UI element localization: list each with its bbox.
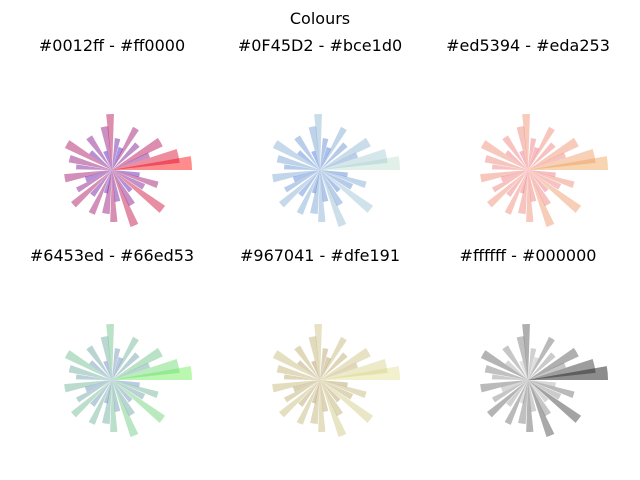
polar-chart-5: #967041 - #dfe191: [240, 246, 400, 437]
polar-chart-2: #0F45D2 - #bce1d0: [238, 36, 402, 227]
polar-chart-4: #6453ed - #66ed53: [30, 246, 194, 437]
panels: #0012ff - #ff0000 #0F45D2 - #bce1d0 #ed539…: [30, 36, 610, 437]
polar-chart-3: #ed5394 - #eda253: [446, 36, 610, 227]
chart-title: #ed5394 - #eda253: [446, 36, 610, 55]
chart-title: #0F45D2 - #bce1d0: [238, 36, 402, 55]
chart-title: #ffffff - #000000: [460, 246, 597, 265]
polar-chart-1: #0012ff - #ff0000: [39, 36, 192, 227]
figure-title: Colours: [290, 9, 350, 28]
chart-title: #0012ff - #ff0000: [39, 36, 185, 55]
polar-chart-6: #ffffff - #000000: [460, 246, 608, 437]
chart-title: #967041 - #dfe191: [240, 246, 400, 265]
chart-title: #6453ed - #66ed53: [30, 246, 194, 265]
